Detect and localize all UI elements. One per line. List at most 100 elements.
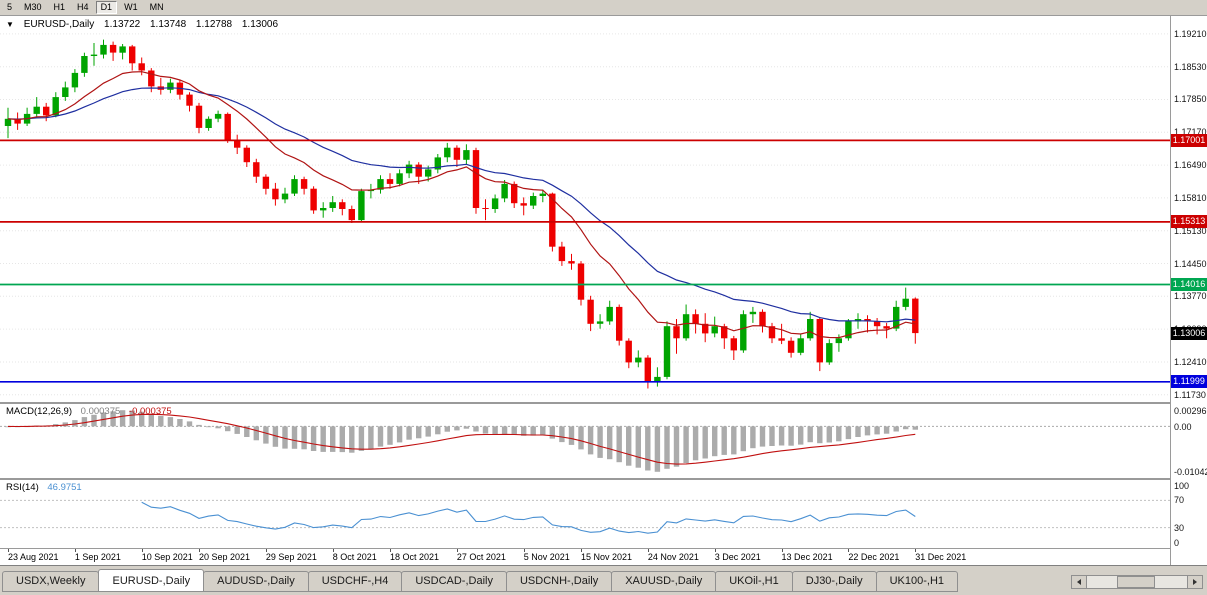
timeframe-button-d1[interactable]: D1 bbox=[95, 1, 118, 14]
macd-histogram-bar bbox=[416, 426, 422, 439]
date-label: 20 Sep 2021 bbox=[199, 552, 251, 562]
macd-histogram-bar bbox=[177, 419, 183, 427]
timeframe-button-m30[interactable]: M30 bbox=[19, 1, 47, 14]
timeframe-button-h1[interactable]: H1 bbox=[48, 1, 71, 14]
open-value: 1.13722 bbox=[104, 19, 141, 30]
candle-body bbox=[826, 343, 833, 363]
price-axis-label: 1.16490 bbox=[1174, 160, 1207, 171]
macd-histogram-bar bbox=[778, 426, 785, 446]
macd-histogram-bar bbox=[721, 426, 727, 455]
macd-histogram-bar bbox=[903, 426, 909, 430]
date-tick bbox=[74, 549, 76, 552]
macd-histogram-bar bbox=[635, 426, 641, 468]
macd-signal-line bbox=[7, 413, 916, 465]
candle-body bbox=[262, 176, 270, 189]
candle-body bbox=[912, 298, 919, 334]
candle-body bbox=[587, 299, 594, 324]
timeframe-button-h4[interactable]: H4 bbox=[72, 1, 94, 14]
rsi-pane[interactable]: RSI(14) 46.9751 bbox=[0, 480, 1170, 548]
date-tick bbox=[456, 549, 458, 552]
candle-body bbox=[43, 106, 50, 116]
price-axis-label: 1.18530 bbox=[1174, 61, 1207, 72]
chart-tab-audusd-daily[interactable]: AUDUSD-,Daily bbox=[203, 571, 309, 592]
chart-tab-dj30-daily[interactable]: DJ30-,Daily bbox=[791, 571, 877, 592]
date-tick bbox=[390, 549, 391, 552]
macd-histogram-bar bbox=[874, 426, 880, 435]
chart-tab-eurusd-daily[interactable]: EURUSD-,Daily bbox=[98, 569, 205, 592]
chart-tab-usdchf-h4[interactable]: USDCHF-,H4 bbox=[307, 571, 403, 592]
macd-histogram-bar bbox=[148, 413, 154, 427]
macd-pane[interactable]: MACD(12,26,9) 0.000375 -0.000375 bbox=[0, 404, 1170, 478]
price-pane[interactable]: ▼ EURUSD-,Daily 1.13722 1.13748 1.12788 … bbox=[0, 16, 1170, 402]
date-label: 24 Nov 2021 bbox=[647, 552, 699, 562]
high-value: 1.13748 bbox=[149, 19, 187, 30]
timeframe-button-5[interactable]: 5 bbox=[2, 1, 18, 14]
macd-histogram-bar bbox=[740, 426, 746, 452]
tab-scroll-left-button[interactable] bbox=[1071, 575, 1087, 589]
timeframe-button-mn[interactable]: MN bbox=[144, 1, 169, 14]
macd-histogram-bar bbox=[406, 426, 412, 440]
symbol-dropdown-icon[interactable]: ▼ bbox=[6, 20, 14, 29]
rsi-chart[interactable] bbox=[0, 480, 1170, 548]
macd-histogram-bar bbox=[444, 426, 450, 432]
price-chart[interactable] bbox=[0, 16, 1170, 402]
candle-body bbox=[109, 44, 117, 53]
macd-chart[interactable] bbox=[0, 404, 1170, 478]
pane-splitter[interactable] bbox=[0, 402, 1207, 404]
candle-body bbox=[883, 326, 890, 329]
price-line-tag: 1.17001 bbox=[1171, 133, 1207, 147]
candle-body bbox=[711, 326, 718, 334]
date-tick bbox=[199, 549, 200, 552]
macd-histogram-bar bbox=[845, 426, 852, 440]
macd-histogram-bar bbox=[616, 426, 622, 463]
candle-body bbox=[673, 326, 680, 339]
timeframe-button-w1[interactable]: W1 bbox=[119, 1, 143, 14]
candle-body bbox=[377, 179, 384, 190]
chart-tab-usdcnh-daily[interactable]: USDCNH-,Daily bbox=[505, 571, 613, 592]
macd-histogram-bar bbox=[893, 426, 899, 432]
chart-tab-usdcad-daily[interactable]: USDCAD-,Daily bbox=[401, 571, 507, 592]
time-axis[interactable]: 23 Aug 2021 1 Sep 2021 10 Sep 2021 20 Sep 2… bbox=[0, 548, 1170, 566]
candle-body bbox=[348, 209, 355, 221]
rsi-name: RSI(14) bbox=[6, 482, 39, 493]
price-axis[interactable]: 1.19210 1.18530 1.17850 1.17170 1.16490 1.158… bbox=[1170, 16, 1207, 565]
macd-histogram-bar bbox=[607, 426, 613, 460]
tab-scrollbar[interactable] bbox=[1071, 575, 1203, 589]
macd-histogram-bar bbox=[396, 426, 403, 443]
price-axis-label: 1.17170 bbox=[1174, 127, 1207, 138]
macd-histogram-bar bbox=[301, 426, 307, 450]
pane-splitter[interactable] bbox=[0, 478, 1207, 480]
candle-body bbox=[558, 246, 566, 262]
macd-histogram-bar bbox=[186, 421, 193, 427]
date-label: 10 Sep 2021 bbox=[141, 552, 193, 562]
chart-tab-ukoil-h1[interactable]: UKOil-,H1 bbox=[715, 571, 793, 592]
macd-histogram-bar bbox=[912, 426, 918, 430]
macd-histogram-bar bbox=[435, 426, 441, 435]
date-label: 13 Dec 2021 bbox=[781, 552, 833, 562]
tab-scroll-track[interactable] bbox=[1087, 575, 1187, 589]
candle-body bbox=[119, 46, 126, 53]
chart-tab-uk100-h1[interactable]: UK100-,H1 bbox=[875, 571, 959, 592]
candle-body bbox=[663, 326, 671, 377]
candle-body bbox=[4, 118, 12, 126]
chart-tab-usdx-weekly[interactable]: USDX,Weekly bbox=[2, 571, 100, 592]
candle-body bbox=[214, 113, 222, 119]
tab-scroll-thumb[interactable] bbox=[1117, 576, 1155, 588]
macd-histogram-bar bbox=[215, 426, 221, 429]
candle-body bbox=[148, 70, 155, 87]
candle-body bbox=[807, 319, 814, 339]
chart-tab-xauusd-daily[interactable]: XAUUSD-,Daily bbox=[611, 571, 717, 592]
macd-histogram-bar bbox=[320, 426, 326, 452]
candle-body bbox=[434, 157, 441, 170]
price-axis-label: 1.12410 bbox=[1174, 356, 1207, 367]
candle-body bbox=[358, 191, 365, 221]
chart-window: ▼ EURUSD-,Daily 1.13722 1.13748 1.12788 … bbox=[0, 16, 1207, 566]
tab-scroll-right-button[interactable] bbox=[1187, 575, 1203, 589]
candle-body bbox=[702, 323, 709, 334]
candle-body bbox=[778, 338, 785, 341]
rsi-axis-label-70: 70 bbox=[1174, 495, 1185, 506]
candle-body bbox=[873, 321, 881, 327]
date-label: 22 Dec 2021 bbox=[848, 552, 900, 562]
macd-histogram-bar bbox=[836, 426, 842, 442]
macd-histogram-bar bbox=[425, 426, 431, 437]
